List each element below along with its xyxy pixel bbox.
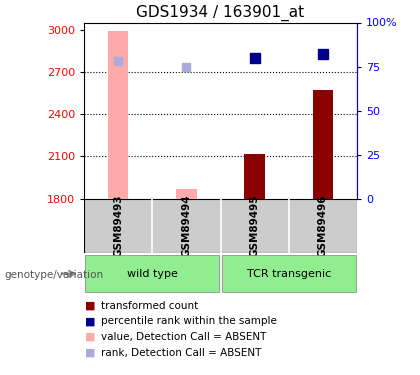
Title: GDS1934 / 163901_at: GDS1934 / 163901_at — [136, 5, 304, 21]
Text: ■: ■ — [85, 301, 96, 310]
Bar — [312, 90, 333, 199]
Bar — [222, 255, 356, 292]
Text: genotype/variation: genotype/variation — [4, 270, 103, 279]
Text: ■: ■ — [85, 332, 96, 342]
Bar — [176, 189, 197, 199]
Text: percentile rank within the sample: percentile rank within the sample — [101, 316, 277, 326]
Text: GSM89493: GSM89493 — [113, 195, 123, 257]
Text: rank, Detection Call = ABSENT: rank, Detection Call = ABSENT — [101, 348, 261, 358]
Bar — [85, 255, 219, 292]
Text: ■: ■ — [85, 316, 96, 326]
Text: ■: ■ — [85, 348, 96, 358]
Text: GSM89495: GSM89495 — [249, 195, 260, 257]
Text: GSM89494: GSM89494 — [181, 195, 192, 257]
Bar — [108, 31, 129, 199]
Text: TCR transgenic: TCR transgenic — [247, 269, 331, 279]
Text: value, Detection Call = ABSENT: value, Detection Call = ABSENT — [101, 332, 266, 342]
Text: GSM89496: GSM89496 — [318, 195, 328, 257]
Text: transformed count: transformed count — [101, 301, 198, 310]
Bar — [244, 154, 265, 199]
Text: wild type: wild type — [127, 269, 178, 279]
